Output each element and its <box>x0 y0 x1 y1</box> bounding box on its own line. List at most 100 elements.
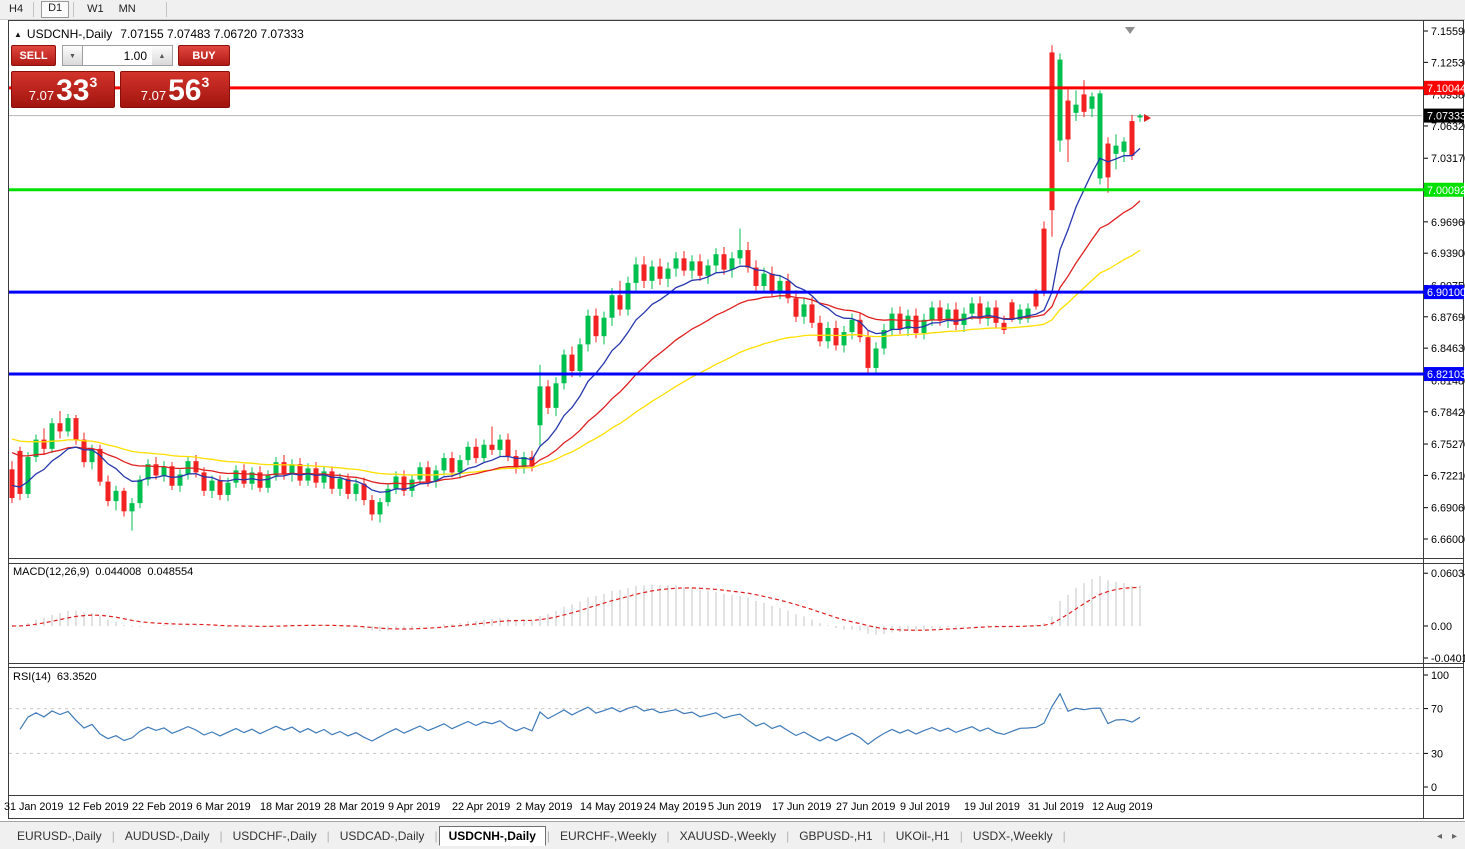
timeframe-button-h4[interactable]: H4 <box>9 3 24 15</box>
price-level-badge <box>1424 285 1464 300</box>
tab-usdx-weekly[interactable]: USDX-,Weekly <box>972 828 1053 843</box>
tab-xauusd-weekly[interactable]: XAUUSD-,Weekly <box>679 828 777 843</box>
candle-body <box>129 503 135 512</box>
chart-frame <box>8 20 1464 819</box>
candle-body <box>809 304 815 323</box>
tab-audusd-daily[interactable]: AUDUSD-,Daily <box>124 828 210 843</box>
volume-input[interactable] <box>83 45 152 66</box>
date-label: 22 Feb 2019 <box>132 801 193 813</box>
candle-body <box>201 472 207 491</box>
price-level-badge-label: 6.82103 <box>1427 369 1465 381</box>
date-label: 9 Apr 2019 <box>388 801 440 813</box>
timeframe-button-w1[interactable]: W1 <box>87 3 104 15</box>
candle-body <box>721 254 727 270</box>
candle-body <box>209 480 215 491</box>
toolbar-separator <box>165 2 167 17</box>
candle-body <box>673 258 679 269</box>
price-level-badge-label: 7.10044 <box>1427 83 1465 95</box>
candle-body <box>577 344 583 371</box>
buy-price-display[interactable]: 7.07 56 3 <box>120 71 230 108</box>
price-tick-label: 6.87690 <box>1431 312 1465 324</box>
tab-eurusd-daily[interactable]: EURUSD-,Daily <box>17 828 102 843</box>
sell-button[interactable]: SELL <box>11 45 56 66</box>
date-axis: 31 Jan 2019 12 Feb 2019 22 Feb 2019 6 Mar 2… <box>4 801 1153 813</box>
candle-body <box>177 474 183 486</box>
candle-body <box>857 319 863 338</box>
sell-price-display[interactable]: 7.07 33 3 <box>11 71 115 108</box>
candle-body <box>377 502 383 515</box>
price-tick-label: 6.66000 <box>1431 534 1465 546</box>
candle-body <box>953 309 959 325</box>
tab-usdchf-daily[interactable]: USDCHF-,Daily <box>232 828 317 843</box>
buy-button[interactable]: BUY <box>178 45 230 66</box>
tabs-scroll-right-icon[interactable]: ▸ <box>1451 831 1457 842</box>
candle-body <box>497 439 503 450</box>
candle-body <box>1121 141 1127 152</box>
tab-gbpusd-h1[interactable]: GBPUSD-,H1 <box>799 828 873 843</box>
rsi-tick-label: 30 <box>1431 748 1443 760</box>
candle-body <box>817 322 823 342</box>
candle-body <box>545 386 551 408</box>
candle-body <box>345 478 351 494</box>
tab-separator: | <box>959 828 963 843</box>
candle-body <box>41 439 47 449</box>
volume-increase-button[interactable]: ▲ <box>152 45 173 66</box>
date-label: 19 Jul 2019 <box>964 801 1020 813</box>
candle-body <box>681 258 687 271</box>
tabs-scroll-left-icon[interactable]: ◂ <box>1436 831 1442 842</box>
candle-body <box>409 479 415 491</box>
ma-slow-line <box>11 249 1141 476</box>
candle-body <box>473 446 479 459</box>
candle-body <box>929 307 935 320</box>
ma-medium-line <box>11 200 1141 485</box>
timeframe-button-d1[interactable]: D1 <box>41 1 70 18</box>
candle-body <box>737 250 743 259</box>
date-label: 28 Mar 2019 <box>324 801 385 813</box>
candle-body <box>161 466 167 476</box>
candle-body <box>1129 121 1135 156</box>
candle-body <box>329 471 335 489</box>
tab-ukoil-h1[interactable]: UKOil-,H1 <box>895 828 950 843</box>
candle-body <box>657 266 663 279</box>
candle-body <box>777 280 783 293</box>
date-label: 17 Jun 2019 <box>772 801 831 813</box>
candle-body <box>145 464 151 480</box>
candle-body <box>705 265 711 276</box>
timeframe-button-mn[interactable]: MN <box>118 3 136 15</box>
candle-body <box>1089 96 1095 109</box>
collapse-panel-icon[interactable]: ▲ <box>14 30 22 39</box>
date-label: 27 Jun 2019 <box>836 801 895 813</box>
date-label: 18 Mar 2019 <box>260 801 321 813</box>
volume-decrease-button[interactable]: ▼ <box>62 45 83 66</box>
price-tick-label: 7.03170 <box>1431 153 1465 165</box>
macd-indicator-label: MACD(12,26,9) 0.044008 0.048554 <box>13 566 199 578</box>
candle-body <box>1073 104 1079 113</box>
candle-body <box>529 457 535 467</box>
candle-body <box>985 307 991 319</box>
candle-body <box>1105 143 1111 178</box>
tab-separator: | <box>219 828 223 843</box>
tab-usdcad-daily[interactable]: USDCAD-,Daily <box>339 828 425 843</box>
candle-body <box>969 303 975 314</box>
chart-shift-marker-icon[interactable] <box>1125 27 1135 34</box>
candle-body <box>449 458 455 473</box>
tab-separator: | <box>1062 828 1066 843</box>
candle-body <box>849 319 855 333</box>
macd-tick-label: 0.060343 <box>1431 568 1465 580</box>
macd-pane: 0.060343 0.00 -0.040136 <box>11 568 1465 665</box>
candle-body <box>233 470 239 483</box>
tab-separator: | <box>546 828 551 843</box>
macd-value-main: 0.044008 <box>95 566 142 578</box>
candle-body <box>601 317 607 337</box>
candle-body <box>521 457 527 468</box>
candle-body <box>265 475 271 488</box>
tab-eurchf-weekly[interactable]: EURCHF-,Weekly <box>560 828 657 843</box>
tab-usdcnh-daily[interactable]: USDCNH-,Daily <box>438 825 546 846</box>
buy-price-pip: 3 <box>201 74 210 90</box>
candle-body <box>57 423 63 432</box>
rsi-tick-label: 70 <box>1431 704 1443 716</box>
candle-body <box>193 461 199 473</box>
macd-value-signal: 0.048554 <box>147 566 194 578</box>
rsi-value: 63.3520 <box>56 671 97 683</box>
